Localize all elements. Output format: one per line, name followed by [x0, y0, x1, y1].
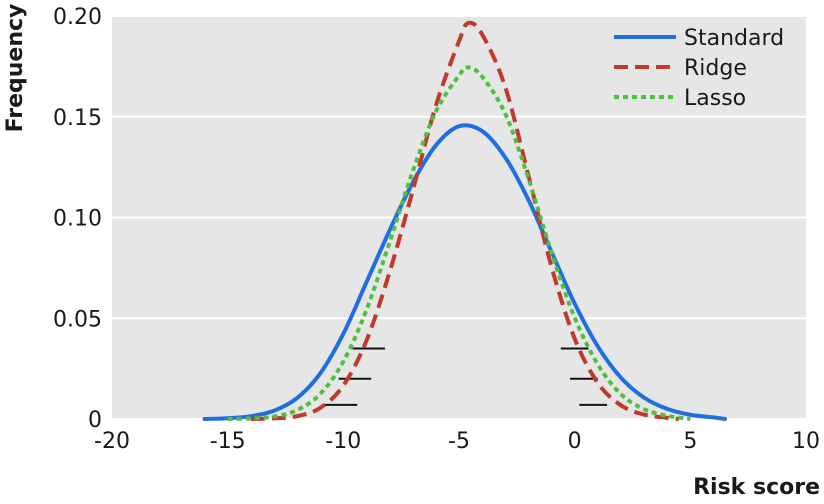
series-line-lasso [227, 65, 691, 421]
legend-label-standard: Standard [684, 26, 784, 51]
series-line-standard [202, 123, 728, 421]
x-axis-title: Risk score [693, 475, 820, 500]
y-axis-title: Frequency [3, 4, 28, 133]
x-tick-label: -15 [210, 429, 246, 454]
y-tick-label: 0.15 [53, 106, 102, 131]
x-axis-ticks: -20 -15 -10 -5 0 5 10 [94, 429, 820, 454]
y-tick-label: 0.05 [53, 307, 102, 332]
y-tick-label: 0.20 [53, 5, 102, 30]
legend-label-lasso: Lasso [684, 86, 746, 111]
y-tick-label: 0.10 [53, 207, 102, 232]
series-line-ridge [250, 20, 679, 421]
x-tick-label: 5 [683, 429, 697, 454]
x-tick-label: -10 [325, 429, 361, 454]
legend-label-ridge: Ridge [684, 56, 747, 81]
x-tick-label: 10 [792, 429, 820, 454]
y-tick-label: 0 [88, 408, 102, 433]
x-tick-label: -20 [94, 429, 130, 454]
x-tick-label: 0 [568, 429, 582, 454]
x-tick-label: -5 [448, 429, 470, 454]
series-lines [202, 20, 728, 421]
y-axis-ticks: 0 0.05 0.10 0.15 0.20 [53, 5, 102, 433]
legend: Standard Ridge Lasso [614, 26, 784, 111]
